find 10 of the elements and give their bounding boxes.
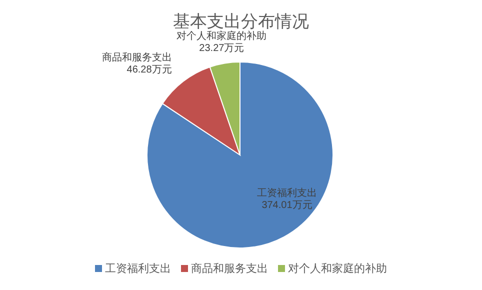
data-label: 46.28万元 <box>126 64 172 76</box>
data-label: 374.01万元 <box>262 200 312 211</box>
slice-label: 商品和服务支出 <box>102 52 172 64</box>
legend-label: 工资福利支出 <box>105 262 171 275</box>
legend-label: 商品和服务支出 <box>191 262 268 275</box>
chart-title: 基本支出分布情况 <box>173 12 309 31</box>
data-label: 23.27万元 <box>199 42 244 54</box>
legend-label: 对个人和家庭的补助 <box>288 262 387 275</box>
slice-label: 工资福利支出 <box>256 186 317 199</box>
slice-label: 对个人和家庭的补助 <box>176 30 267 42</box>
